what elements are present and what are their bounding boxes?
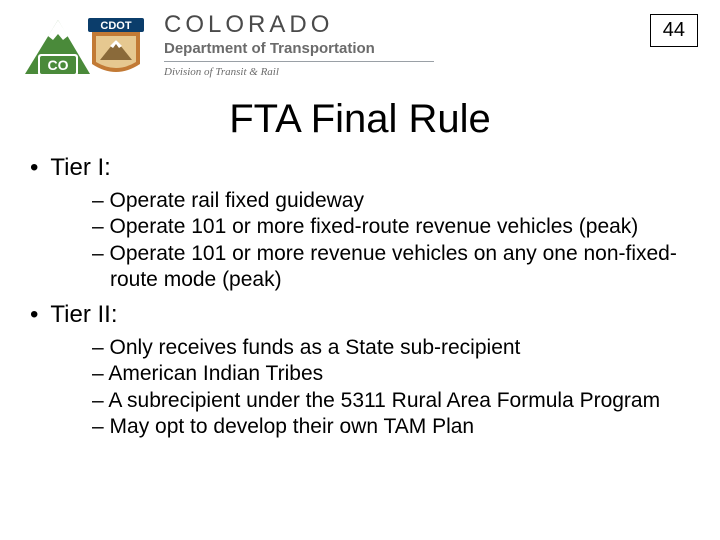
org-name: COLORADO bbox=[164, 12, 434, 38]
list-item: Operate 101 or more revenue vehicles on … bbox=[92, 241, 690, 294]
list-item: Operate 101 or more fixed-route revenue … bbox=[92, 214, 690, 240]
slide-content: Tier I: Operate rail fixed guideway Oper… bbox=[0, 154, 720, 440]
logo-state-abbr: CO bbox=[48, 57, 69, 73]
list-item: Only receives funds as a State sub-recip… bbox=[92, 335, 690, 361]
tier-heading: Tier I: bbox=[30, 154, 690, 182]
list-item: American Indian Tribes bbox=[92, 361, 690, 387]
slide-header: CO CDOT COLORADO Department of Transport… bbox=[0, 0, 720, 91]
list-item: A subrecipient under the 5311 Rural Area… bbox=[92, 388, 690, 414]
tier-heading: Tier II: bbox=[30, 301, 690, 329]
page-number: 44 bbox=[650, 14, 698, 47]
logo-badge-text: CDOT bbox=[100, 20, 131, 32]
header-divider bbox=[164, 61, 434, 62]
department-name: Department of Transportation bbox=[164, 40, 434, 57]
cdot-logo-icon: CO CDOT bbox=[20, 12, 150, 87]
division-name: Division of Transit & Rail bbox=[164, 66, 434, 78]
tier-sublist: Operate rail fixed guideway Operate 101 … bbox=[30, 188, 690, 293]
tier-sublist: Only receives funds as a State sub-recip… bbox=[30, 335, 690, 440]
list-item: Operate rail fixed guideway bbox=[92, 188, 690, 214]
list-item: May opt to develop their own TAM Plan bbox=[92, 414, 690, 440]
logo-text-block: COLORADO Department of Transportation Di… bbox=[164, 12, 434, 78]
logo-block: CO CDOT COLORADO Department of Transport… bbox=[20, 12, 434, 87]
slide-title: FTA Final Rule bbox=[0, 97, 720, 142]
